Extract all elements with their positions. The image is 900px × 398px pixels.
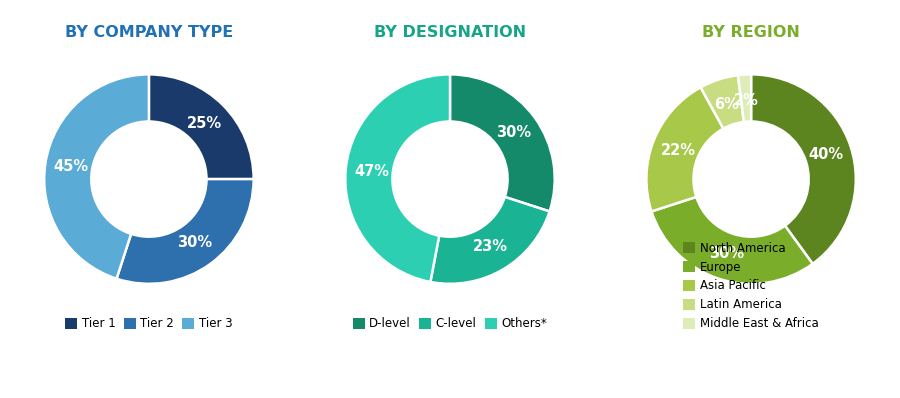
Text: 22%: 22%	[661, 143, 696, 158]
Text: 30%: 30%	[709, 246, 744, 261]
Wedge shape	[44, 74, 148, 279]
Wedge shape	[450, 74, 554, 211]
Wedge shape	[646, 87, 724, 211]
Legend: Tier 1, Tier 2, Tier 3: Tier 1, Tier 2, Tier 3	[66, 317, 232, 330]
Text: 25%: 25%	[187, 116, 222, 131]
Text: 30%: 30%	[177, 235, 212, 250]
Title: BY COMPANY TYPE: BY COMPANY TYPE	[65, 25, 233, 40]
Text: 23%: 23%	[472, 239, 508, 254]
Legend: D-level, C-level, Others*: D-level, C-level, Others*	[353, 317, 547, 330]
Text: 47%: 47%	[355, 164, 390, 179]
Wedge shape	[148, 74, 254, 179]
Text: 40%: 40%	[808, 147, 843, 162]
Title: BY REGION: BY REGION	[702, 25, 800, 40]
Text: 30%: 30%	[496, 125, 531, 140]
Wedge shape	[738, 74, 752, 122]
Legend: North America, Europe, Asia Pacific, Latin America, Middle East & Africa: North America, Europe, Asia Pacific, Lat…	[683, 242, 819, 330]
Wedge shape	[116, 179, 254, 284]
Text: 45%: 45%	[54, 159, 89, 174]
Wedge shape	[752, 74, 856, 264]
Text: 6%: 6%	[715, 97, 739, 112]
Text: 2%: 2%	[734, 93, 759, 108]
Wedge shape	[430, 197, 550, 284]
Wedge shape	[346, 74, 450, 282]
Wedge shape	[652, 197, 813, 284]
Wedge shape	[700, 75, 744, 129]
Title: BY DESIGNATION: BY DESIGNATION	[374, 25, 526, 40]
